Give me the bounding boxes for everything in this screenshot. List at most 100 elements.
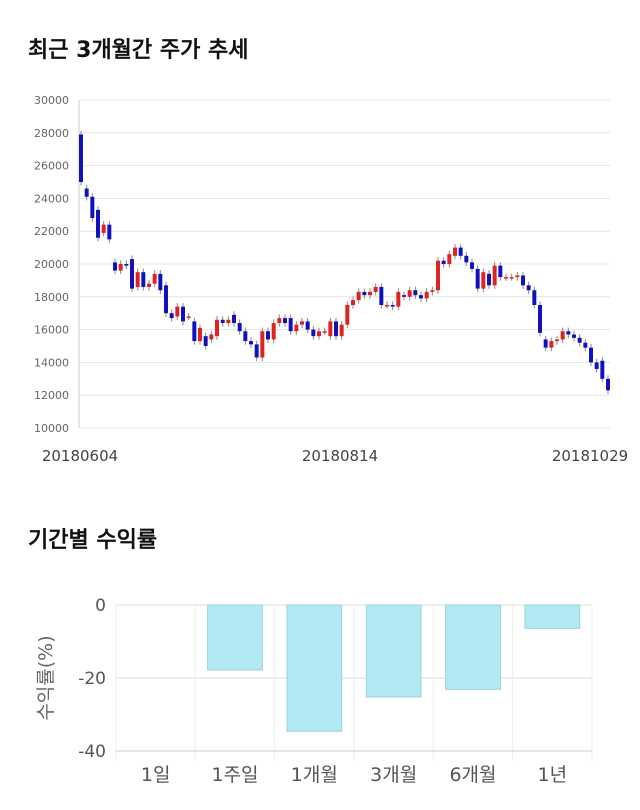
y-tick-label: 20000 bbox=[34, 258, 69, 271]
candle-body bbox=[424, 291, 429, 299]
candle-body bbox=[328, 321, 333, 337]
candle-body bbox=[226, 319, 231, 324]
y-tick-label: -20 bbox=[78, 669, 106, 689]
y-tick-label: 0 bbox=[95, 596, 106, 616]
candle-body bbox=[606, 378, 610, 391]
candle-body bbox=[181, 306, 185, 322]
candle-body bbox=[220, 319, 225, 324]
candle-body bbox=[249, 341, 253, 345]
candle-body bbox=[158, 273, 163, 291]
candle-body bbox=[385, 305, 389, 307]
candle-body bbox=[101, 224, 106, 233]
candle-body bbox=[90, 196, 95, 219]
y-tick-label: 14000 bbox=[34, 356, 69, 369]
candle-body bbox=[600, 360, 605, 379]
candle-body bbox=[243, 331, 248, 342]
candle-body bbox=[436, 260, 440, 291]
candle-body bbox=[130, 259, 134, 289]
candle-body bbox=[396, 291, 401, 307]
x-category-label: 1일 bbox=[141, 764, 171, 786]
candle-body bbox=[560, 331, 565, 340]
y-tick-label: 30000 bbox=[34, 94, 69, 107]
candle-body bbox=[317, 331, 321, 337]
y-tick-label: 26000 bbox=[34, 160, 69, 173]
candle-body bbox=[379, 286, 384, 305]
candle-body bbox=[430, 290, 435, 292]
candle-body bbox=[589, 347, 593, 363]
candle-body bbox=[351, 300, 355, 305]
candle-body bbox=[521, 275, 525, 286]
candle-body bbox=[566, 331, 571, 335]
candle-body bbox=[107, 224, 112, 240]
candle-body bbox=[509, 277, 514, 279]
candle-body bbox=[300, 321, 304, 325]
candle-body bbox=[390, 305, 395, 307]
x-category-label: 1주일 bbox=[211, 764, 258, 786]
y-tick-label: 22000 bbox=[34, 225, 69, 238]
candle-body bbox=[594, 362, 599, 369]
candle-body bbox=[175, 306, 180, 317]
candle-body bbox=[504, 277, 508, 279]
candle-body bbox=[152, 273, 157, 284]
candle-body bbox=[79, 134, 83, 182]
candle-body bbox=[475, 268, 480, 289]
candle-body bbox=[311, 329, 316, 337]
return-bar bbox=[445, 604, 501, 690]
y-tick-label: 28000 bbox=[34, 127, 69, 140]
candle-body bbox=[305, 321, 310, 330]
return-bar bbox=[365, 604, 422, 698]
candle-body bbox=[413, 290, 418, 296]
candle-body bbox=[147, 283, 151, 287]
candle-body bbox=[237, 323, 242, 332]
candle-body bbox=[271, 323, 276, 340]
candle-body bbox=[543, 339, 548, 348]
candle-body bbox=[345, 305, 350, 325]
x-category-label: 3개월 bbox=[370, 764, 417, 786]
candle-body bbox=[515, 275, 520, 278]
y-tick-label: 24000 bbox=[34, 192, 69, 205]
candle-body bbox=[192, 321, 197, 342]
candle-body bbox=[419, 295, 423, 299]
candle-body bbox=[526, 285, 531, 291]
candle-body bbox=[555, 339, 559, 342]
x-tick-label: 20181029 bbox=[552, 447, 628, 465]
candle-body bbox=[277, 318, 282, 324]
y-tick-label: 18000 bbox=[34, 291, 69, 304]
x-category-label: 1개월 bbox=[291, 764, 338, 786]
candle-body bbox=[538, 305, 542, 333]
candle-body bbox=[203, 336, 208, 346]
candle-body bbox=[266, 331, 270, 340]
candle-body bbox=[453, 247, 457, 256]
candle-body bbox=[113, 262, 117, 271]
candle-body bbox=[498, 265, 503, 278]
candle-body bbox=[441, 260, 446, 264]
candle-body bbox=[96, 209, 100, 238]
returns-chart-title: 기간별 수익률 bbox=[28, 528, 158, 553]
candle-body bbox=[368, 291, 372, 296]
y-tick-label: -40 bbox=[78, 742, 106, 762]
y-tick-label: 10000 bbox=[34, 422, 69, 435]
candle-body bbox=[260, 331, 265, 358]
candle-body bbox=[583, 342, 588, 348]
candle-body bbox=[492, 265, 497, 286]
candle-body bbox=[402, 295, 406, 297]
candle-body bbox=[549, 341, 554, 348]
candle-body bbox=[118, 264, 123, 271]
candle-body bbox=[232, 314, 236, 324]
candle-body bbox=[169, 313, 174, 319]
candle-body bbox=[215, 319, 219, 337]
candle-body bbox=[407, 290, 412, 297]
price-trend-chart: 10000 12000 14000 16000 18000 20000 22000 24000… bbox=[34, 94, 628, 465]
x-tick-label: 20180814 bbox=[302, 447, 378, 465]
candle-body bbox=[577, 337, 582, 343]
return-bar bbox=[207, 604, 263, 671]
y-tick-label: 16000 bbox=[34, 324, 69, 337]
candle-body bbox=[373, 286, 378, 292]
candle-body bbox=[464, 255, 469, 263]
candle-body bbox=[458, 247, 463, 256]
candle-body bbox=[362, 291, 367, 296]
candle-body bbox=[288, 318, 293, 332]
candle-body bbox=[356, 291, 361, 301]
y-axis-label: 수익률(%) bbox=[35, 635, 57, 720]
